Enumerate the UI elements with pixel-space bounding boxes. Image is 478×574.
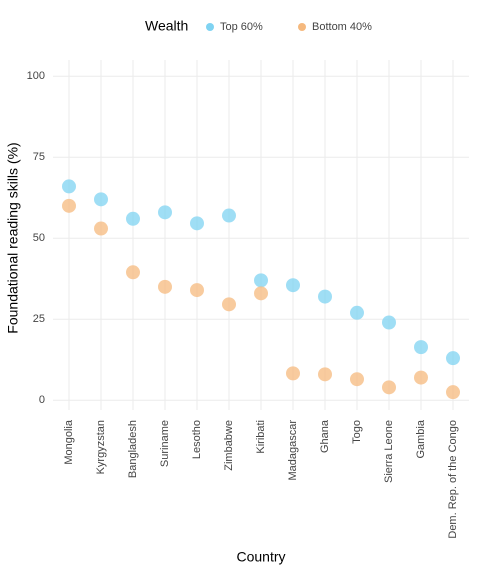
- dot: [382, 380, 396, 395]
- x-tick-label: Kiribati: [255, 420, 267, 454]
- x-tick-label: Suriname: [159, 420, 171, 467]
- legend-marker: [298, 23, 306, 31]
- y-tick-label: 0: [39, 394, 45, 406]
- dot: [222, 208, 236, 223]
- dot: [62, 198, 76, 213]
- x-tick-label: Mongolia: [63, 419, 75, 465]
- dot: [350, 305, 364, 320]
- x-tick-label: Sierra Leone: [383, 420, 395, 483]
- dot: [158, 205, 172, 220]
- legend-label: Top 60%: [220, 21, 263, 33]
- dot: [446, 351, 460, 366]
- dot: [414, 370, 428, 385]
- dot: [126, 265, 140, 280]
- dot: [190, 216, 204, 231]
- y-tick-label: 100: [27, 70, 45, 82]
- legend-title: Wealth: [145, 18, 188, 34]
- y-tick-label: 75: [33, 151, 45, 163]
- dot: [318, 289, 332, 304]
- dot: [446, 385, 460, 400]
- legend-label: Bottom 40%: [312, 21, 372, 33]
- x-tick-label: Dem. Rep. of the Congo: [447, 420, 459, 539]
- x-tick-label: Madagascar: [287, 420, 299, 481]
- x-axis-title: Country: [236, 549, 285, 565]
- dot: [126, 211, 140, 226]
- dot: [254, 273, 268, 288]
- dot: [350, 372, 364, 387]
- dot: [382, 315, 396, 330]
- x-tick-label: Togo: [351, 420, 363, 444]
- y-tick-label: 25: [33, 313, 45, 325]
- x-tick-label: Kyrgyzstan: [95, 420, 107, 474]
- y-axis-title: Foundational reading skills (%): [5, 142, 21, 333]
- dot: [62, 179, 76, 194]
- x-tick-label: Bangladesh: [127, 420, 139, 478]
- dot: [222, 297, 236, 312]
- dot: [286, 278, 300, 293]
- x-tick-label: Ghana: [319, 419, 331, 453]
- x-tick-label: Gambia: [415, 419, 427, 458]
- dot: [414, 340, 428, 355]
- dot: [158, 279, 172, 294]
- legend-marker: [206, 23, 214, 31]
- dot: [94, 221, 108, 236]
- x-tick-label: Zimbabwe: [223, 420, 235, 471]
- dot: [318, 367, 332, 382]
- y-tick-label: 50: [33, 232, 45, 244]
- dot: [254, 286, 268, 301]
- dot: [190, 283, 204, 298]
- dot: [286, 366, 300, 381]
- x-tick-label: Lesotho: [191, 420, 203, 459]
- dot: [94, 192, 108, 207]
